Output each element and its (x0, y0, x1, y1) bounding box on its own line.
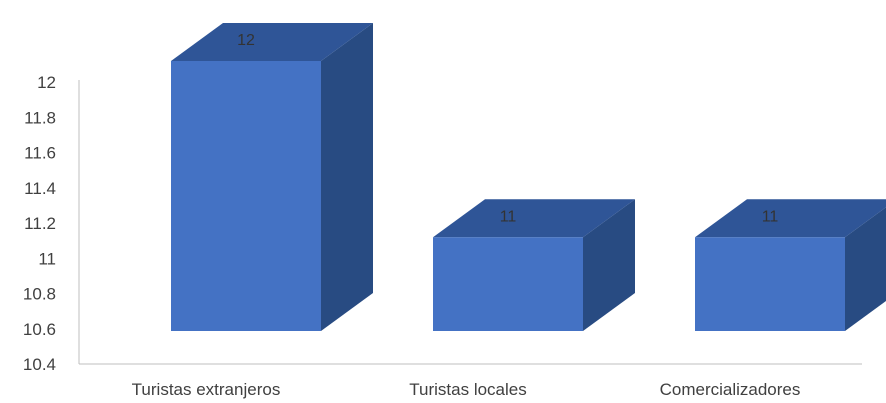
x-tick-label: Turistas extranjeros (132, 380, 281, 399)
y-tick-label: 10.8 (23, 285, 56, 304)
y-axis-ticks: 10.4 10.6 10.8 11 11.2 11.4 11.6 11.8 12 (23, 73, 56, 374)
x-tick-label: Turistas locales (409, 380, 526, 399)
x-tick-label: Comercializadores (660, 380, 801, 399)
bar-top-face (695, 199, 886, 238)
bar-side-face (845, 207, 886, 331)
bar-3: 11 (695, 199, 886, 331)
y-tick-label: 12 (37, 73, 56, 92)
y-tick-label: 10.6 (23, 320, 56, 339)
bar-front-face (695, 237, 845, 331)
bar-side-face (321, 23, 373, 331)
chart-bars: 12 11 11 (171, 23, 886, 331)
chart-axes (78, 80, 862, 365)
bar-1: 12 (171, 23, 373, 331)
data-label: 12 (237, 32, 255, 49)
bar-front-face (171, 61, 321, 331)
y-tick-label: 11.4 (24, 179, 56, 198)
bar-2: 11 (433, 199, 635, 331)
x-axis-ticks: Turistas extranjeros Turistas locales Come… (132, 380, 801, 399)
y-tick-label: 11.2 (24, 214, 56, 233)
bar-front-face (433, 237, 583, 331)
y-tick-label: 11 (38, 249, 56, 268)
bar-top-face (171, 23, 373, 61)
y-tick-label: 11.8 (24, 108, 56, 127)
bar-top-face (433, 199, 635, 238)
y-tick-label: 11.6 (24, 144, 56, 163)
data-label: 11 (762, 208, 779, 225)
bar-side-face (583, 199, 635, 331)
y-tick-label: 10.4 (23, 355, 56, 374)
data-label: 11 (500, 208, 517, 225)
